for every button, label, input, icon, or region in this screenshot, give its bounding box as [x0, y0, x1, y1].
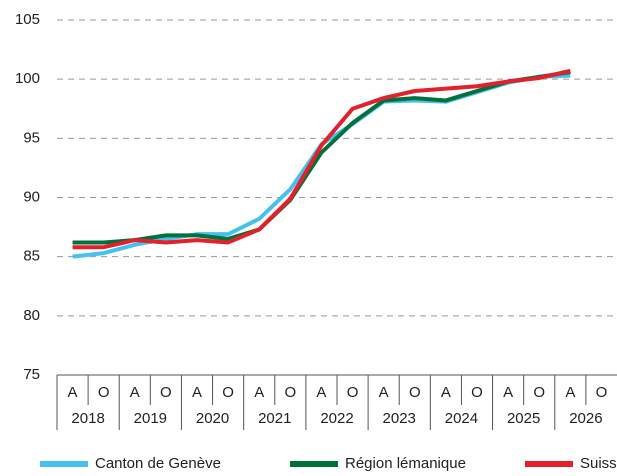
x-tick-label: A: [192, 384, 202, 401]
series-line: [72, 70, 571, 245]
x-tick-label: A: [503, 384, 513, 401]
x-tick-label: O: [347, 384, 359, 401]
x-group-label: 2022: [320, 410, 353, 427]
x-tick-label: O: [409, 384, 421, 401]
x-group-label: 2019: [134, 410, 167, 427]
y-tick-label: 90: [23, 188, 40, 205]
x-tick-label: O: [533, 384, 545, 401]
series-line: [72, 73, 571, 259]
y-tick-label: 85: [23, 248, 40, 265]
x-tick-label: O: [596, 384, 608, 401]
legend-label: Suisse: [580, 455, 617, 472]
x-tick-label: A: [565, 384, 575, 401]
x-tick-label: O: [471, 384, 483, 401]
y-tick-label: 100: [15, 70, 40, 87]
legend-label: Canton de Genève: [95, 455, 221, 472]
x-group-label: 2020: [196, 410, 229, 427]
x-tick-label: A: [441, 384, 451, 401]
series-line: [72, 68, 571, 250]
x-group-label: 2021: [258, 410, 291, 427]
x-group-label: 2018: [71, 410, 104, 427]
x-tick-label: O: [98, 384, 110, 401]
x-group-label: 2024: [445, 410, 478, 427]
x-tick-label: O: [160, 384, 172, 401]
y-tick-label: 75: [23, 366, 40, 383]
x-group-label: 2023: [383, 410, 416, 427]
x-tick-label: A: [254, 384, 264, 401]
x-tick-label: O: [284, 384, 296, 401]
x-tick-label: A: [130, 384, 140, 401]
x-tick-label: A: [316, 384, 326, 401]
x-tick-label: A: [68, 384, 78, 401]
x-group-label: 2025: [507, 410, 540, 427]
x-group-label: 2026: [569, 410, 602, 427]
x-tick-label: O: [222, 384, 234, 401]
legend-label: Région lémanique: [345, 455, 466, 472]
y-tick-label: 105: [15, 11, 40, 28]
y-tick-label: 80: [23, 307, 40, 324]
y-tick-label: 95: [23, 129, 40, 146]
x-tick-label: A: [379, 384, 389, 401]
